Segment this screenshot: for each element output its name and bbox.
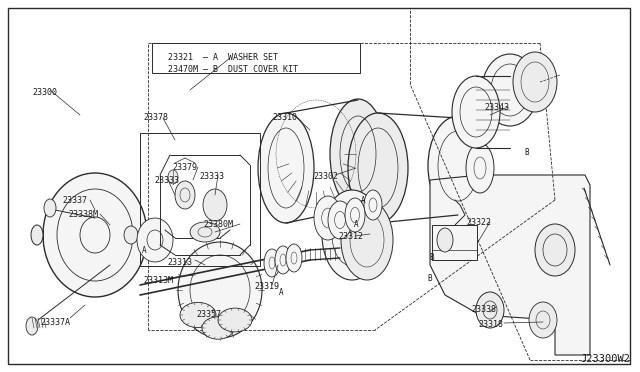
Text: 23313M: 23313M xyxy=(143,276,173,285)
Bar xyxy=(140,133,260,266)
Text: 23313: 23313 xyxy=(167,258,192,267)
Bar xyxy=(152,43,360,73)
Text: 23321  — A  WASHER SET: 23321 — A WASHER SET xyxy=(168,53,278,62)
Text: 23338: 23338 xyxy=(471,305,496,314)
Text: J23300W2: J23300W2 xyxy=(580,354,630,364)
Polygon shape xyxy=(430,175,590,355)
Ellipse shape xyxy=(202,317,234,339)
Text: 23302: 23302 xyxy=(313,172,338,181)
Text: 23343: 23343 xyxy=(484,103,509,112)
Ellipse shape xyxy=(428,116,488,216)
Ellipse shape xyxy=(26,317,38,335)
Ellipse shape xyxy=(341,200,393,280)
Ellipse shape xyxy=(482,54,538,126)
Ellipse shape xyxy=(529,302,557,338)
Text: 23470M — B  DUST COVER KIT: 23470M — B DUST COVER KIT xyxy=(168,65,298,74)
Ellipse shape xyxy=(328,201,352,239)
Ellipse shape xyxy=(190,222,220,242)
Ellipse shape xyxy=(364,190,382,220)
Text: 23378: 23378 xyxy=(143,113,168,122)
Ellipse shape xyxy=(348,113,408,223)
Ellipse shape xyxy=(286,244,302,272)
Ellipse shape xyxy=(345,198,365,232)
Ellipse shape xyxy=(513,52,557,112)
Ellipse shape xyxy=(80,217,110,253)
Ellipse shape xyxy=(437,228,453,252)
Ellipse shape xyxy=(535,224,575,276)
Text: 23322: 23322 xyxy=(466,218,491,227)
Text: 23357: 23357 xyxy=(196,310,221,319)
Text: 23319: 23319 xyxy=(254,282,279,291)
Text: 23318: 23318 xyxy=(478,320,503,329)
Bar xyxy=(432,225,477,260)
Text: B: B xyxy=(427,274,431,283)
Ellipse shape xyxy=(330,99,386,209)
Ellipse shape xyxy=(264,249,280,277)
Ellipse shape xyxy=(314,196,342,240)
Text: 23337: 23337 xyxy=(62,196,87,205)
Text: 23310: 23310 xyxy=(272,113,297,122)
Ellipse shape xyxy=(168,170,178,184)
Text: A: A xyxy=(279,288,284,297)
Text: 23300: 23300 xyxy=(32,88,57,97)
Ellipse shape xyxy=(31,225,43,245)
Text: B: B xyxy=(524,148,529,157)
Ellipse shape xyxy=(178,242,262,338)
Text: A: A xyxy=(354,220,358,229)
Ellipse shape xyxy=(43,173,147,297)
Ellipse shape xyxy=(175,181,195,209)
Ellipse shape xyxy=(180,302,216,328)
Ellipse shape xyxy=(275,246,291,274)
Text: B: B xyxy=(429,253,434,262)
Text: 23312: 23312 xyxy=(338,232,363,241)
Ellipse shape xyxy=(466,143,494,193)
Text: 23333: 23333 xyxy=(154,176,179,185)
Text: 23379: 23379 xyxy=(172,163,197,172)
Ellipse shape xyxy=(452,76,500,148)
Text: 23333: 23333 xyxy=(199,172,224,181)
Ellipse shape xyxy=(476,292,504,328)
Ellipse shape xyxy=(218,308,252,332)
Text: 23380M: 23380M xyxy=(203,220,233,229)
Ellipse shape xyxy=(137,218,173,262)
Text: 23337A: 23337A xyxy=(40,318,70,327)
Ellipse shape xyxy=(44,199,56,217)
Ellipse shape xyxy=(124,226,138,244)
Text: A: A xyxy=(142,246,147,255)
Text: 23338M: 23338M xyxy=(68,210,98,219)
Text: A: A xyxy=(361,196,365,205)
Ellipse shape xyxy=(322,190,382,280)
Ellipse shape xyxy=(203,189,227,221)
Ellipse shape xyxy=(258,113,314,223)
